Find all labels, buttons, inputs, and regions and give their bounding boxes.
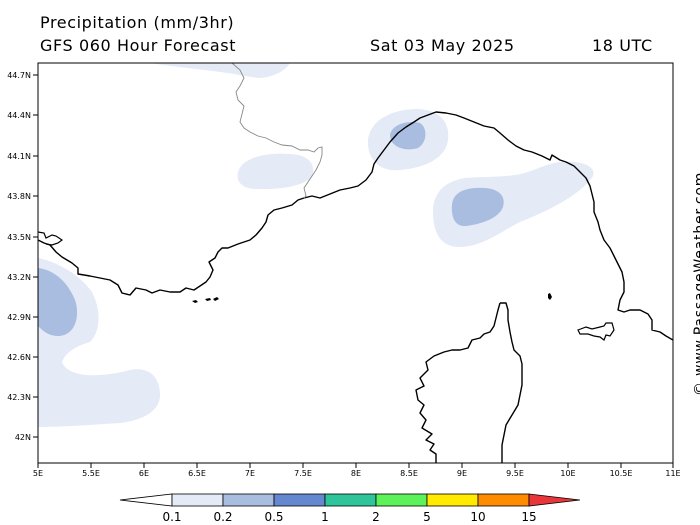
forecast-time: 18 UTC bbox=[592, 36, 653, 55]
france-italy-border bbox=[231, 63, 323, 199]
legend-swatch bbox=[426, 493, 479, 507]
legend-swatch bbox=[273, 493, 326, 507]
legend-label: 1 bbox=[321, 510, 329, 524]
legend-swatch bbox=[119, 493, 173, 507]
hyeres-islands bbox=[192, 297, 219, 303]
lat-label: 42.3N bbox=[7, 393, 31, 402]
forecast-subtitle: GFS 060 Hour Forecast bbox=[40, 36, 237, 55]
lon-label: 11E bbox=[665, 469, 680, 478]
color-legend: 0.1 0.2 0.5 1 2 5 10 15 bbox=[119, 493, 581, 524]
lon-label: 7E bbox=[245, 469, 255, 478]
corsica-coastline bbox=[415, 302, 523, 463]
legend-swatch bbox=[171, 493, 224, 507]
legend-label: 0.5 bbox=[264, 510, 283, 524]
lon-label: 10.5E bbox=[610, 469, 633, 478]
lat-label: 44.7N bbox=[7, 71, 31, 80]
precipitation-fields bbox=[38, 63, 673, 463]
lat-label: 43.8N bbox=[7, 192, 31, 201]
legend-label: 5 bbox=[423, 510, 431, 524]
precip-core-tuscany bbox=[451, 187, 504, 227]
site-credit: © www.PassageWeather.com bbox=[692, 171, 700, 396]
lat-label: 42.9N bbox=[7, 313, 31, 322]
legend-swatch bbox=[324, 493, 377, 507]
precip-area-ligurian-west bbox=[237, 153, 314, 190]
legend-swatch bbox=[528, 493, 581, 507]
lon-label: 9.5E bbox=[506, 469, 524, 478]
elba-island bbox=[577, 322, 615, 341]
legend-label: 15 bbox=[521, 510, 536, 524]
capraia-island bbox=[548, 293, 552, 300]
lon-label: 6.5E bbox=[188, 469, 206, 478]
lat-label: 43.5N bbox=[7, 233, 31, 242]
map-title: Precipitation (mm/3hr) bbox=[40, 13, 235, 32]
lon-label: 7.5E bbox=[294, 469, 312, 478]
lon-label: 5.5E bbox=[82, 469, 100, 478]
lat-label: 44.4N bbox=[7, 111, 31, 120]
forecast-date: Sat 03 May 2025 bbox=[370, 36, 515, 55]
marseille-coast bbox=[38, 231, 64, 246]
lon-label: 5E bbox=[33, 469, 43, 478]
lon-label: 9E bbox=[457, 469, 467, 478]
lat-label: 44.1N bbox=[7, 152, 31, 161]
latitude-axis: 44.7N 44.4N 44.1N 43.8N 43.5N 43.2N 42.9… bbox=[7, 71, 38, 442]
lon-label: 6E bbox=[139, 469, 149, 478]
legend-label: 10 bbox=[470, 510, 485, 524]
legend-label: 0.1 bbox=[162, 510, 181, 524]
lat-label: 42N bbox=[15, 433, 31, 442]
precip-area-tuscany bbox=[432, 161, 594, 248]
precip-area-top bbox=[150, 63, 290, 78]
lon-label: 8.5E bbox=[400, 469, 418, 478]
precip-core-ligurian bbox=[390, 122, 426, 150]
legend-label: 0.2 bbox=[213, 510, 232, 524]
longitude-axis: 5E 5.5E 6E 6.5E 7E 7.5E 8E 8.5E 9E 9.5E … bbox=[33, 463, 681, 478]
legend-label: 2 bbox=[372, 510, 380, 524]
legend-swatch bbox=[375, 493, 428, 507]
lon-label: 10E bbox=[560, 469, 575, 478]
legend-swatch bbox=[222, 493, 275, 507]
lat-label: 42.6N bbox=[7, 353, 31, 362]
lon-label: 8E bbox=[351, 469, 361, 478]
coastline-mainland bbox=[38, 111, 673, 341]
legend-swatch bbox=[477, 493, 530, 507]
precip-core-west bbox=[38, 268, 78, 336]
lat-label: 43.2N bbox=[7, 273, 31, 282]
